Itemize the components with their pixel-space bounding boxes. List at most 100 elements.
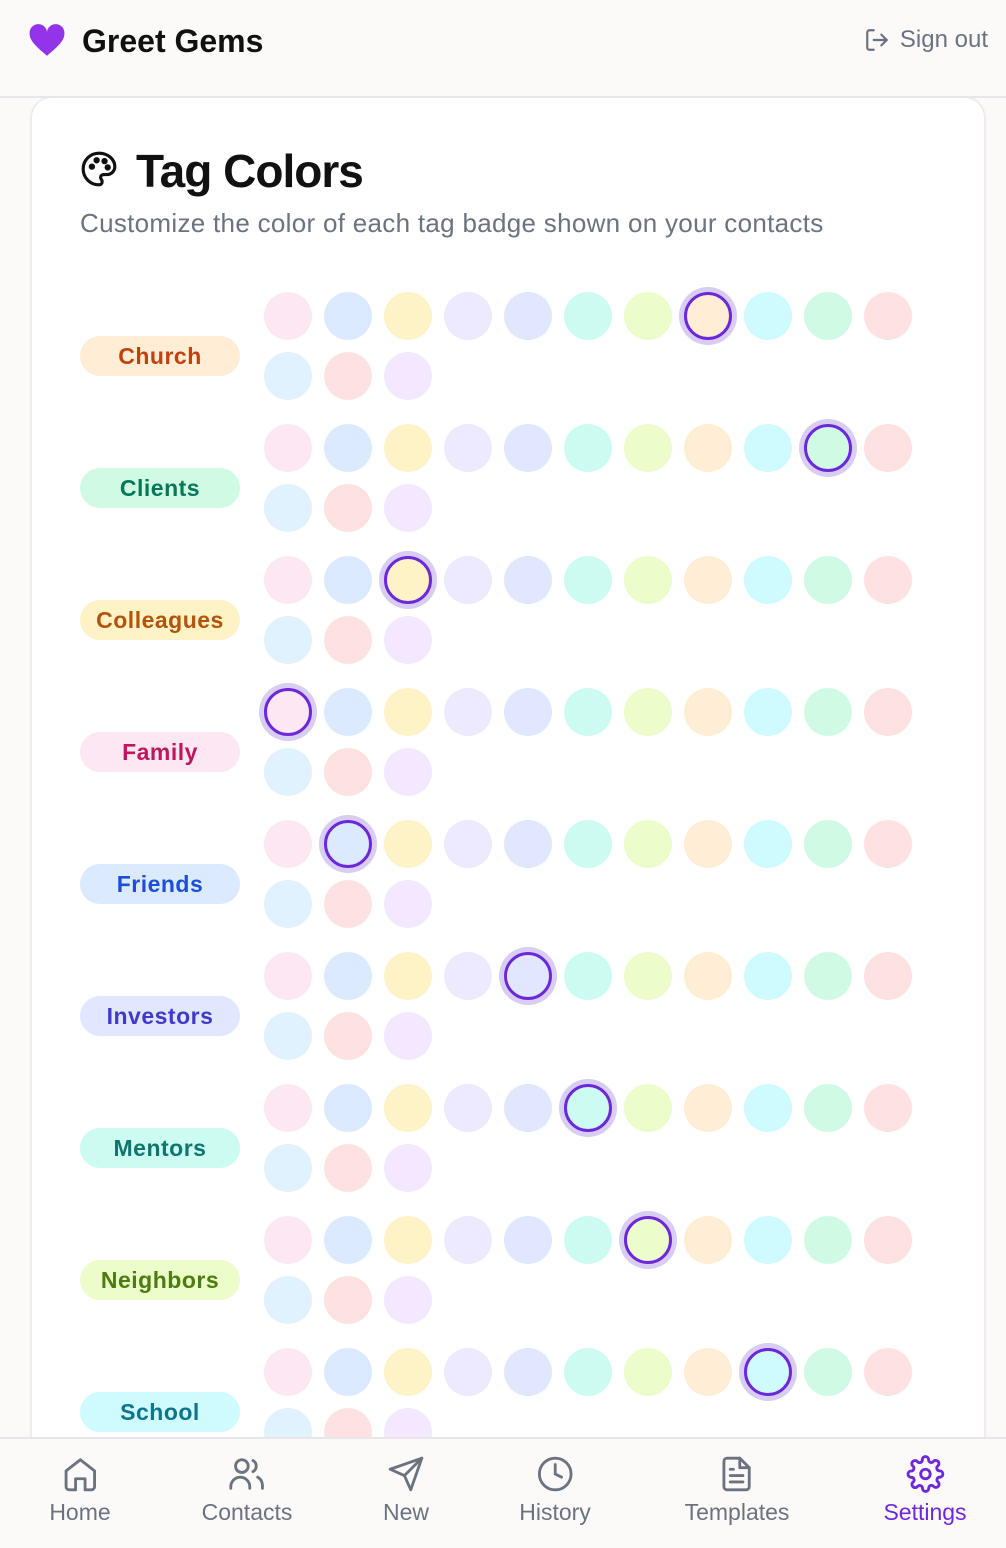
color-swatch[interactable]	[264, 484, 312, 532]
color-swatch[interactable]	[684, 424, 732, 472]
color-swatch[interactable]	[264, 1276, 312, 1324]
color-swatch[interactable]	[564, 1084, 612, 1132]
color-swatch[interactable]	[264, 1216, 312, 1264]
color-swatch[interactable]	[324, 1348, 372, 1396]
color-swatch[interactable]	[744, 556, 792, 604]
color-swatch[interactable]	[624, 820, 672, 868]
color-swatch[interactable]	[444, 556, 492, 604]
color-swatch[interactable]	[864, 424, 912, 472]
color-swatch[interactable]	[384, 352, 432, 400]
color-swatch[interactable]	[324, 1216, 372, 1264]
color-swatch[interactable]	[804, 292, 852, 340]
color-swatch[interactable]	[444, 1348, 492, 1396]
color-swatch[interactable]	[384, 1348, 432, 1396]
color-swatch[interactable]	[444, 1216, 492, 1264]
color-swatch[interactable]	[624, 952, 672, 1000]
color-swatch[interactable]	[264, 688, 312, 736]
color-swatch[interactable]	[324, 1408, 372, 1437]
color-swatch[interactable]	[264, 424, 312, 472]
color-swatch[interactable]	[684, 952, 732, 1000]
color-swatch[interactable]	[564, 688, 612, 736]
nav-item[interactable]: Templates	[685, 1455, 789, 1526]
nav-item[interactable]: Home	[49, 1455, 111, 1526]
color-swatch[interactable]	[684, 1216, 732, 1264]
color-swatch[interactable]	[384, 688, 432, 736]
color-swatch[interactable]	[744, 952, 792, 1000]
color-swatch[interactable]	[384, 424, 432, 472]
color-swatch[interactable]	[864, 952, 912, 1000]
color-swatch[interactable]	[744, 1348, 792, 1396]
color-swatch[interactable]	[864, 1348, 912, 1396]
color-swatch[interactable]	[504, 952, 552, 1000]
color-swatch[interactable]	[504, 820, 552, 868]
color-swatch[interactable]	[744, 688, 792, 736]
color-swatch[interactable]	[384, 748, 432, 796]
color-swatch[interactable]	[444, 820, 492, 868]
color-swatch[interactable]	[324, 1012, 372, 1060]
color-swatch[interactable]	[744, 424, 792, 472]
color-swatch[interactable]	[324, 1276, 372, 1324]
color-swatch[interactable]	[624, 292, 672, 340]
color-swatch[interactable]	[744, 1084, 792, 1132]
color-swatch[interactable]	[264, 556, 312, 604]
color-swatch[interactable]	[804, 1084, 852, 1132]
color-swatch[interactable]	[324, 352, 372, 400]
color-swatch[interactable]	[744, 1216, 792, 1264]
color-swatch[interactable]	[804, 556, 852, 604]
color-swatch[interactable]	[264, 352, 312, 400]
color-swatch[interactable]	[384, 820, 432, 868]
color-swatch[interactable]	[324, 688, 372, 736]
color-swatch[interactable]	[564, 952, 612, 1000]
color-swatch[interactable]	[564, 1348, 612, 1396]
color-swatch[interactable]	[264, 1348, 312, 1396]
color-swatch[interactable]	[684, 292, 732, 340]
color-swatch[interactable]	[324, 484, 372, 532]
color-swatch[interactable]	[804, 688, 852, 736]
color-swatch[interactable]	[864, 688, 912, 736]
color-swatch[interactable]	[264, 616, 312, 664]
color-swatch[interactable]	[264, 1012, 312, 1060]
color-swatch[interactable]	[264, 1144, 312, 1192]
nav-item[interactable]: Contacts	[202, 1455, 292, 1526]
nav-item[interactable]: History	[519, 1455, 591, 1526]
color-swatch[interactable]	[504, 292, 552, 340]
color-swatch[interactable]	[804, 1216, 852, 1264]
color-swatch[interactable]	[264, 1408, 312, 1437]
color-swatch[interactable]	[444, 688, 492, 736]
sign-out-button[interactable]: Sign out	[864, 26, 988, 54]
color-swatch[interactable]	[504, 556, 552, 604]
color-swatch[interactable]	[264, 292, 312, 340]
color-swatch[interactable]	[384, 1216, 432, 1264]
color-swatch[interactable]	[384, 952, 432, 1000]
color-swatch[interactable]	[384, 1276, 432, 1324]
color-swatch[interactable]	[864, 1084, 912, 1132]
color-swatch[interactable]	[744, 820, 792, 868]
color-swatch[interactable]	[264, 820, 312, 868]
color-swatch[interactable]	[264, 1084, 312, 1132]
color-swatch[interactable]	[504, 688, 552, 736]
color-swatch[interactable]	[624, 424, 672, 472]
color-swatch[interactable]	[624, 1216, 672, 1264]
color-swatch[interactable]	[264, 880, 312, 928]
color-swatch[interactable]	[444, 292, 492, 340]
color-swatch[interactable]	[324, 616, 372, 664]
color-swatch[interactable]	[384, 1084, 432, 1132]
color-swatch[interactable]	[384, 1144, 432, 1192]
color-swatch[interactable]	[864, 556, 912, 604]
color-swatch[interactable]	[624, 688, 672, 736]
color-swatch[interactable]	[804, 952, 852, 1000]
color-swatch[interactable]	[504, 1216, 552, 1264]
color-swatch[interactable]	[624, 1348, 672, 1396]
color-swatch[interactable]	[324, 880, 372, 928]
color-swatch[interactable]	[684, 1348, 732, 1396]
color-swatch[interactable]	[864, 820, 912, 868]
color-swatch[interactable]	[264, 952, 312, 1000]
color-swatch[interactable]	[564, 424, 612, 472]
color-swatch[interactable]	[324, 292, 372, 340]
color-swatch[interactable]	[684, 556, 732, 604]
color-swatch[interactable]	[444, 952, 492, 1000]
color-swatch[interactable]	[564, 1216, 612, 1264]
color-swatch[interactable]	[804, 820, 852, 868]
color-swatch[interactable]	[324, 748, 372, 796]
color-swatch[interactable]	[384, 1408, 432, 1437]
